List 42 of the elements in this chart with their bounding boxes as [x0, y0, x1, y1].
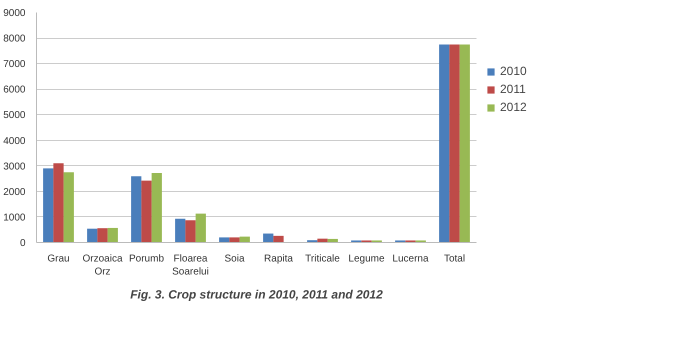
x-tick-label: Legume [348, 254, 386, 264]
x-tick-label: Porumb [128, 254, 164, 264]
x-tick-label: Total [444, 254, 466, 264]
bar [185, 220, 196, 242]
x-tick-label: Lucerna [392, 254, 430, 264]
x-tick-label: Orzoaica Orz [82, 254, 123, 278]
x-tick-label: Soia [224, 254, 245, 264]
y-tick-label: 5000 [3, 110, 26, 122]
bar [108, 228, 118, 242]
bar [175, 218, 186, 242]
bar [43, 168, 54, 242]
bar [460, 44, 470, 242]
bar [240, 236, 250, 242]
bar [263, 234, 274, 242]
y-tick-label: 9000 [3, 8, 26, 19]
y-tick-label: 2000 [3, 186, 26, 198]
bar [141, 180, 152, 242]
y-tick-label: 7000 [3, 59, 26, 70]
x-tick-label: Triticale [305, 254, 340, 264]
x-tick-label: Rapita [264, 254, 294, 264]
bar [196, 214, 206, 242]
y-tick-label: 3000 [3, 161, 26, 172]
y-tick-label: 4000 [3, 136, 26, 147]
x-tick-label: Floarea Soarelui [172, 254, 209, 278]
y-tick-label: 0 [20, 238, 26, 249]
legend-label: 2011 [500, 82, 526, 96]
bar [97, 228, 108, 242]
x-tick-label: Grau [47, 254, 70, 264]
legend-label: 2012 [500, 100, 527, 114]
bar [449, 44, 460, 242]
y-tick-label: 6000 [3, 84, 26, 96]
y-tick-label: 1000 [3, 212, 26, 224]
legend-label: 2010 [500, 64, 527, 78]
bar [439, 44, 450, 242]
bar [87, 228, 98, 242]
bar [131, 176, 142, 242]
bar [64, 172, 74, 242]
bar [152, 172, 162, 242]
y-tick-label: 8000 [3, 34, 26, 45]
text: Fig. 3. Crop structure in 2010, 2011 and 2012 [130, 288, 384, 302]
bar [219, 237, 230, 242]
bar [53, 163, 64, 242]
